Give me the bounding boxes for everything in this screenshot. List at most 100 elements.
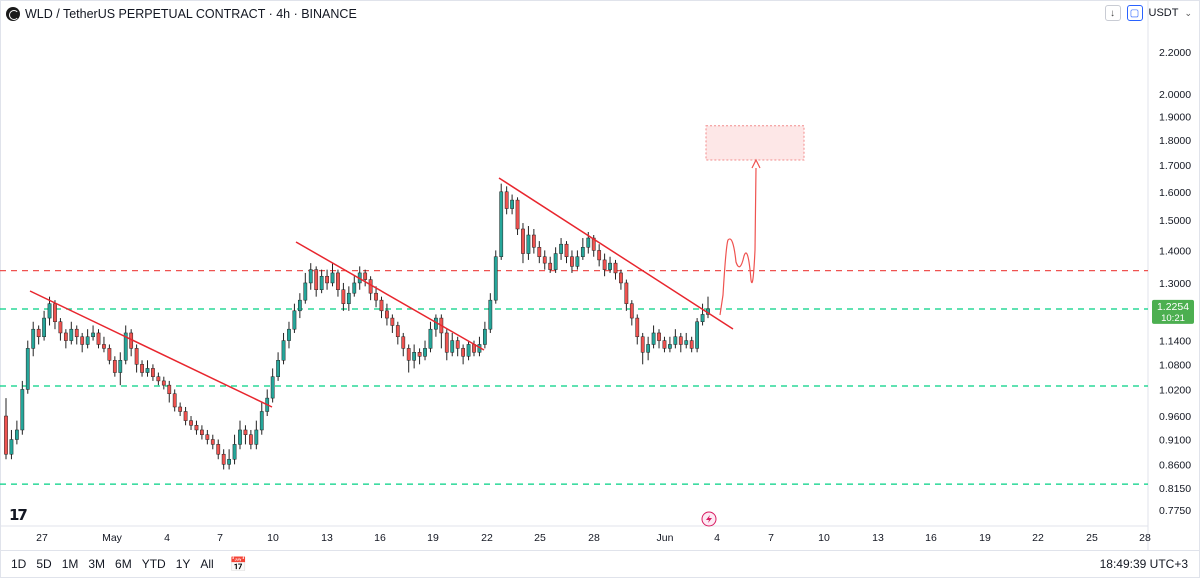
- projection-path: [719, 167, 757, 316]
- time-tick-label: 22: [1032, 532, 1044, 544]
- symbol-title: WLD / TetherUS PERPETUAL CONTRACT · 4h ·…: [25, 7, 357, 21]
- currency-select[interactable]: USDT: [1148, 7, 1179, 19]
- time-tick-label: 19: [979, 532, 991, 544]
- candle-body: [678, 336, 683, 345]
- candle-body: [314, 269, 319, 290]
- price-badge-bg: [1152, 299, 1194, 324]
- candle-body: [428, 328, 433, 349]
- projection-drawing: [705, 125, 805, 316]
- calendar-icon[interactable]: 📅: [229, 555, 248, 572]
- time-tick-label: 27: [36, 532, 48, 544]
- range-ytd[interactable]: YTD: [141, 557, 166, 571]
- candle-body: [504, 191, 509, 209]
- candle-body: [281, 340, 286, 361]
- candle-body: [53, 303, 57, 322]
- candle-body: [145, 368, 150, 373]
- range-1y[interactable]: 1Y: [175, 557, 191, 571]
- range-3m[interactable]: 3M: [88, 557, 106, 571]
- candle-body: [9, 439, 14, 455]
- price-tick-label: 1.5000: [1159, 215, 1191, 227]
- candle-body: [80, 336, 85, 345]
- candle-body: [646, 344, 651, 353]
- candle-body: [695, 321, 699, 349]
- time-tick-label: May: [102, 532, 123, 544]
- candle-body: [303, 282, 308, 301]
- price-tick-label: 0.9100: [1159, 435, 1191, 447]
- candle-body: [189, 420, 193, 426]
- candle-body: [31, 328, 36, 349]
- candle-body: [167, 384, 172, 394]
- range-1m[interactable]: 1M: [61, 557, 79, 571]
- candle-body: [249, 434, 253, 445]
- candle-body: [613, 262, 618, 274]
- candle-body: [559, 243, 563, 254]
- candle-body: [227, 458, 231, 465]
- time-tick-label: 22: [481, 532, 493, 544]
- price-tick-label: 0.8150: [1159, 483, 1191, 495]
- candle-body: [395, 325, 400, 338]
- candle-body: [580, 247, 585, 257]
- candle-body: [238, 429, 242, 445]
- candle-body: [123, 332, 128, 361]
- range-all[interactable]: All: [200, 557, 214, 571]
- price-tick-label: 1.7000: [1159, 160, 1191, 172]
- candle-body: [63, 332, 68, 341]
- trendline: [295, 241, 485, 351]
- compare-icon[interactable]: ▢: [1126, 5, 1143, 21]
- candle-body: [401, 336, 406, 349]
- candle-body: [488, 299, 493, 330]
- candle-body: [118, 360, 123, 373]
- tradingview-logo-icon: 17: [9, 506, 28, 524]
- time-tick-label: 16: [925, 532, 937, 544]
- price-tick-label: 1.0200: [1159, 384, 1191, 396]
- candle-body: [591, 237, 596, 251]
- price-tick-label: 1.1400: [1159, 336, 1191, 348]
- price-tick-label: 1.3000: [1159, 278, 1191, 290]
- candle-body: [689, 340, 694, 349]
- range-6m[interactable]: 6M: [115, 557, 132, 571]
- candle-body: [466, 344, 471, 357]
- price-tick-label: 0.7750: [1159, 505, 1191, 517]
- candle-body: [4, 415, 8, 455]
- trendline: [29, 290, 273, 408]
- utc-clock[interactable]: 18:49:39 UTC+3: [1099, 557, 1188, 571]
- candle-body: [341, 289, 346, 304]
- candle-body: [297, 299, 302, 312]
- symbol-header[interactable]: WLD / TetherUS PERPETUAL CONTRACT · 4h ·…: [6, 5, 357, 23]
- chevron-down-icon[interactable]: ⌄: [1184, 7, 1192, 18]
- range-5d[interactable]: 5D: [36, 557, 52, 571]
- trendlines: [29, 177, 734, 408]
- candle-body: [140, 364, 144, 373]
- candle-body: [102, 344, 106, 349]
- candle-body: [352, 282, 357, 294]
- candle-body: [575, 256, 580, 267]
- candle-body: [455, 340, 460, 349]
- time-tick-label: 7: [217, 532, 223, 544]
- candle-body: [635, 317, 640, 338]
- time-tick-label: 25: [1086, 532, 1098, 544]
- candle-body: [58, 321, 63, 334]
- candle-body: [243, 429, 248, 435]
- download-icon[interactable]: ↓: [1104, 5, 1121, 21]
- range-1d[interactable]: 1D: [11, 557, 27, 571]
- candle-body: [385, 310, 389, 319]
- candle-body: [287, 328, 291, 341]
- candle-body: [493, 256, 498, 301]
- candle-body: [259, 411, 264, 431]
- price-tick-label: 1.8000: [1159, 135, 1191, 147]
- horizontal-levels: [0, 269, 1148, 485]
- candle-body: [657, 332, 661, 341]
- candle-body: [542, 256, 547, 264]
- projection-arrowhead: [751, 158, 761, 169]
- candle-body: [276, 360, 280, 377]
- candle-body: [412, 352, 417, 361]
- time-tick-label: 28: [1139, 532, 1151, 544]
- candle-body: [444, 332, 449, 353]
- candle-body: [624, 282, 629, 304]
- candle-body: [602, 259, 607, 270]
- target-zone: [705, 125, 805, 161]
- candles: [4, 183, 710, 470]
- candle-body: [308, 269, 313, 284]
